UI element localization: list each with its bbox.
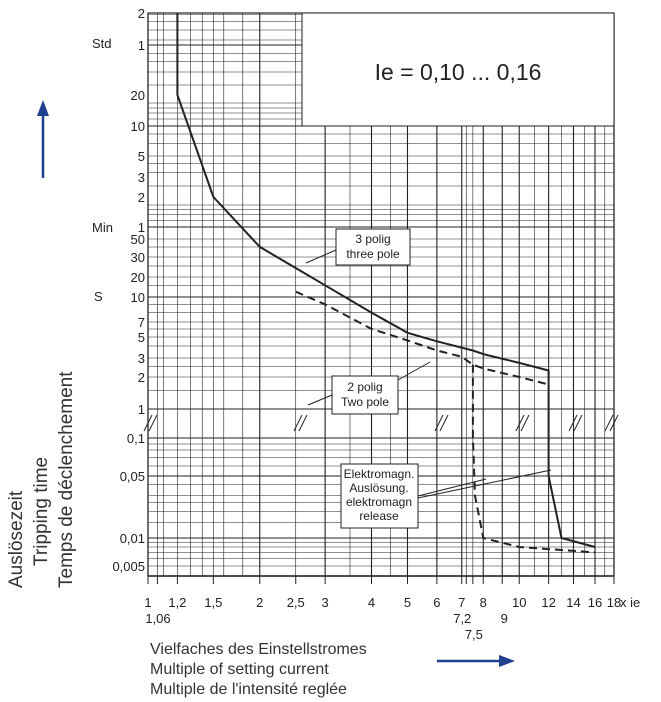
axis-break-mark — [573, 414, 583, 432]
ylabel-en: Tripping time — [31, 456, 52, 566]
y-unit-label: Min — [92, 220, 113, 235]
axis-break-mark — [609, 414, 619, 432]
y-tick-label: 1 — [138, 38, 145, 53]
axis-break-mark — [293, 414, 303, 432]
annotation-two-pole-line2: Two pole — [341, 395, 389, 409]
curve-0 — [176, 13, 596, 548]
leader-line — [417, 478, 487, 497]
y-tick-label: 5 — [138, 149, 145, 164]
y-tick-label: 2 — [138, 6, 145, 21]
leader-line — [397, 361, 431, 381]
annotation-em-line1: Elektromagn. — [344, 467, 415, 481]
leader-line — [305, 249, 337, 264]
annotation-three-pole-line1: 3 polig — [355, 232, 390, 246]
x-tick-label: 1,5 — [204, 595, 222, 610]
ylabel-de: Auslösezeit — [6, 490, 27, 588]
y-tick-label: 3 — [138, 170, 145, 185]
x-tick-label: 4 — [368, 595, 375, 610]
axis-break-mark — [520, 414, 530, 432]
annotation-em-line4: release — [359, 509, 399, 523]
axis-break-mark — [143, 414, 153, 432]
annotation-three-pole: 3 polig three pole — [335, 228, 411, 266]
y-tick-label: 10 — [131, 290, 145, 305]
x-tick-label: 8 — [480, 595, 487, 610]
y-tick-label: 0,05 — [120, 469, 145, 484]
y-tick-label: 20 — [131, 270, 145, 285]
y-tick-label: 2 — [138, 370, 145, 385]
leader-line — [417, 469, 552, 499]
curve-2 — [471, 364, 596, 554]
annotation-two-pole-line1: 2 polig — [347, 380, 382, 394]
x-axis-arrow — [437, 655, 515, 667]
y-tick-label: 7 — [138, 315, 145, 330]
axis-break-mark — [434, 414, 444, 432]
y-tick-label: 2 — [138, 190, 145, 205]
annotation-em-line3: elektromagn — [346, 495, 412, 509]
xlabel-en: Multiple of setting current — [150, 661, 329, 678]
axis-break-mark — [604, 414, 614, 432]
y-tick-label: 5 — [138, 330, 145, 345]
y-tick-label: 10 — [131, 119, 145, 134]
y-tick-label: 0,01 — [120, 531, 145, 546]
ylabel-fr: Temps de déclenchement — [56, 371, 77, 588]
leader-line — [307, 394, 333, 406]
axis-break-mark — [439, 414, 449, 432]
x-tick-label: 7,5 — [465, 627, 483, 642]
x-tick-label: 10 — [512, 595, 526, 610]
annotation-em-line2: Auslösung. — [349, 481, 408, 495]
chart-curves — [176, 13, 596, 554]
x-tick-label: 3 — [322, 595, 329, 610]
y-tick-label: 0,1 — [127, 431, 145, 446]
title-box — [301, 12, 615, 127]
x-unit-label: x ie — [620, 595, 640, 610]
axis-break-mark — [298, 414, 308, 432]
y-tick-label: 50 — [131, 232, 145, 247]
annotation-two-pole: 2 polig Two pole — [331, 375, 399, 415]
axis-break-mark — [148, 414, 158, 432]
x-tick-label: 18 — [607, 595, 621, 610]
xlabel-de: Vielfaches des Einstellstromes — [150, 641, 367, 658]
chart-title: Ie = 0,10 ... 0,16 — [375, 59, 542, 85]
annotation-three-pole-line2: three pole — [346, 247, 400, 261]
y-unit-label: S — [94, 289, 103, 304]
x-tick-label: 14 — [566, 595, 580, 610]
axis-break-mark — [568, 414, 578, 432]
x-tick-label: 1,2 — [168, 595, 186, 610]
annotation-leaders — [305, 249, 552, 499]
x-tick-label: 2,5 — [287, 595, 305, 610]
x-tick-label: 16 — [588, 595, 602, 610]
axis-break-mark — [515, 414, 525, 432]
x-tick-label: 7,2 — [453, 611, 471, 626]
y-tick-label: 20 — [131, 88, 145, 103]
x-tick-label: 9 — [501, 611, 508, 626]
x-tick-label: 12 — [541, 595, 555, 610]
xlabel-fr: Multiple de l'intensité reglée — [150, 681, 347, 698]
x-tick-label: 6 — [433, 595, 440, 610]
y-axis-arrow — [37, 100, 49, 178]
y-tick-label: 0,005 — [112, 559, 145, 574]
x-tick-label: 1,06 — [145, 611, 170, 626]
y-tick-label: 3 — [138, 351, 145, 366]
y-tick-label: 1 — [138, 402, 145, 417]
y-tick-label: 30 — [131, 250, 145, 265]
x-tick-label: 1 — [144, 595, 151, 610]
curve-1 — [295, 290, 549, 386]
y-tick-label: 1 — [138, 220, 145, 235]
x-tick-label: 5 — [404, 595, 411, 610]
annotation-electromagnetic: Elektromagn. Auslösung. elektromagn rele… — [340, 463, 419, 529]
x-tick-label: 2 — [256, 595, 263, 610]
x-tick-label: 7 — [458, 595, 465, 610]
y-unit-label: Std — [92, 36, 112, 51]
